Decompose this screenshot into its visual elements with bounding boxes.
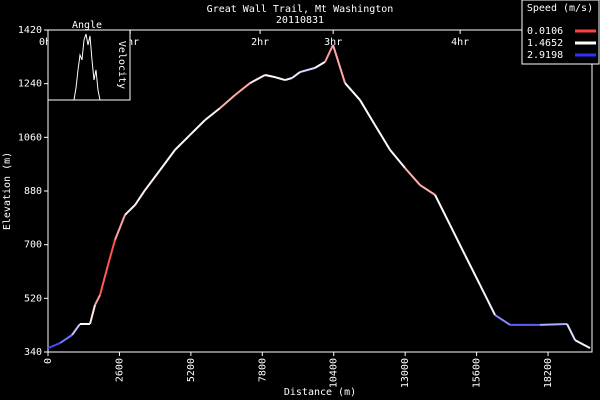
elevation-segment: [374, 124, 391, 151]
elevation-segment: [71, 323, 81, 336]
elevation-segment: [189, 119, 206, 136]
y-tick-label: 520: [24, 293, 42, 304]
y-tick-label: 700: [24, 240, 42, 251]
x-tick-label: 5200: [186, 358, 197, 382]
elevation-segment: [219, 94, 236, 109]
y-tick-label: 1420: [18, 25, 42, 36]
elevation-segment: [464, 254, 481, 286]
x-tick-label: 10400: [329, 358, 340, 388]
elevation-segment: [494, 314, 511, 326]
x2-tick-label: 2hr: [251, 37, 269, 48]
elevation-segment: [274, 76, 286, 82]
inset-title: Angle: [72, 20, 102, 31]
x2-tick-label: 4hr: [451, 37, 469, 48]
elevation-segment: [324, 44, 334, 63]
elevation-segment: [359, 99, 376, 126]
inset: Angle Velocity: [47, 20, 131, 101]
elevation-segment: [299, 66, 316, 74]
chart-subtitle: 20110831: [276, 15, 324, 26]
elevation-segment: [89, 304, 96, 325]
x-tick-label: 18200: [543, 358, 554, 388]
elevation-segment: [332, 44, 346, 84]
chart-title: Great Wall Trail, Mt Washington: [207, 4, 394, 15]
elevation-segment: [94, 294, 101, 306]
elevation-segment: [574, 339, 591, 350]
elevation-segment: [114, 214, 126, 241]
elevation-segment: [264, 74, 276, 79]
elevation-segment: [204, 107, 221, 121]
elevation-segment: [540, 322, 568, 326]
elevation-segment: [291, 71, 301, 79]
elevation-segment: [234, 82, 251, 96]
legend-label: 0.0106: [527, 26, 563, 37]
elevation-segment: [174, 134, 191, 151]
legend-title: Speed (m/s): [527, 3, 593, 14]
elevation-segment: [144, 169, 161, 191]
x-tick-label: 7800: [257, 358, 268, 382]
elevation-segment: [284, 77, 293, 82]
elevation-segment: [479, 284, 496, 316]
elevation-segment: [434, 194, 451, 226]
inset-y-label: Velocity: [116, 41, 127, 89]
elevation-segment: [249, 74, 266, 84]
y-axis-label: Elevation (m): [2, 152, 13, 230]
legend-label: 2.9198: [527, 50, 563, 61]
elevation-segment: [159, 149, 176, 171]
y-tick-label: 1060: [18, 132, 42, 143]
x-tick-label: 13000: [400, 358, 411, 388]
y-tick-label: 340: [24, 347, 42, 358]
elevation-segment: [344, 82, 361, 101]
elevation-segment: [124, 204, 136, 216]
elevation-segment: [566, 323, 576, 341]
elevation-segment: [99, 264, 109, 296]
inset-line: [73, 33, 101, 101]
x-tick-label: 0: [43, 358, 54, 364]
x-tick-label: 2600: [114, 358, 125, 382]
elevation-segment: [419, 184, 436, 196]
legend-label: 1.4652: [527, 38, 563, 49]
y-tick-label: 880: [24, 186, 42, 197]
elevation-segment: [59, 334, 73, 344]
x-tick-label: 15600: [472, 358, 483, 388]
elevation-segment: [449, 224, 466, 256]
x2-tick-label: 3hr: [324, 37, 342, 48]
elevation-segment: [314, 61, 326, 69]
elevation-segment: [47, 342, 61, 350]
elevation-segment: [404, 167, 421, 186]
elevation-segment: [107, 239, 116, 266]
elevation-segment: [389, 149, 406, 169]
y-tick-label: 1240: [18, 79, 42, 90]
elevation-segment: [134, 189, 146, 206]
x-axis-label: Distance (m): [284, 387, 356, 398]
